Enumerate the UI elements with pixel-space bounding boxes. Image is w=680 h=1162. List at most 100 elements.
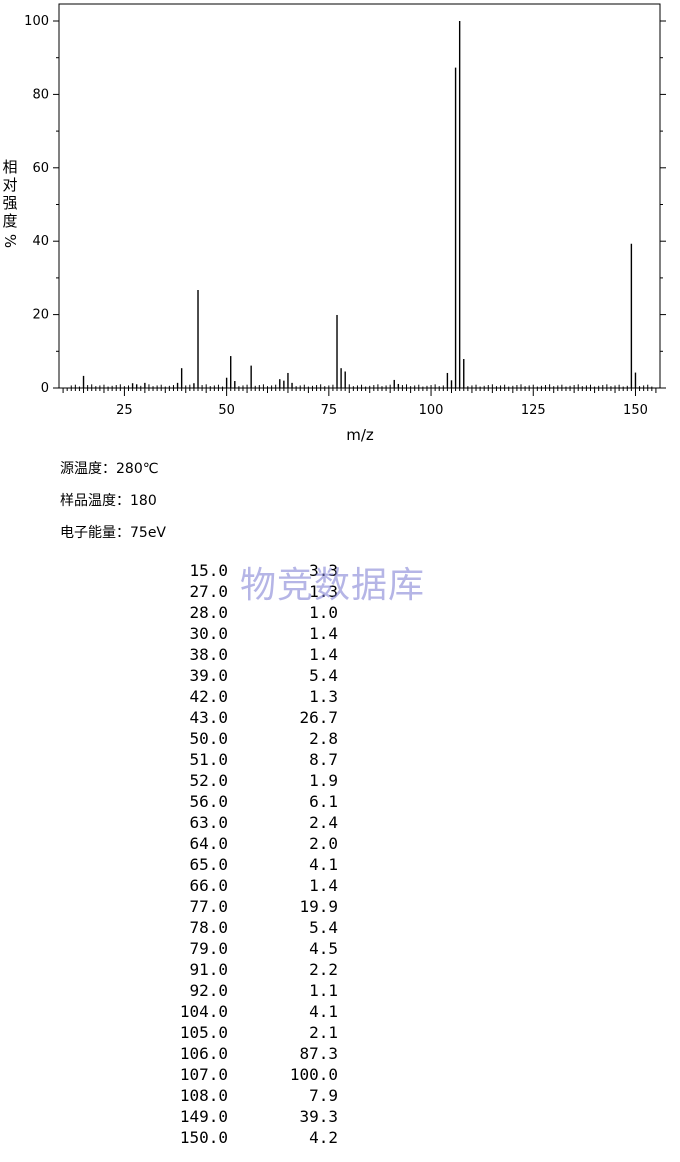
mz-value: 79.0 — [189, 939, 228, 958]
x-axis-label: m/z — [346, 426, 374, 444]
intensity-value: 2.0 — [309, 834, 338, 853]
intensity-value: 1.4 — [309, 645, 338, 664]
mz-value: 107.0 — [179, 1065, 228, 1084]
mass-spectrum-chart: 0 20 40 60 80 100 25 50 75 100 125 150 m/z — [24, 3, 666, 444]
mz-value: 52.0 — [189, 771, 228, 790]
table-row: 108.0 7.9 — [150, 1085, 338, 1106]
y-axis-ticks: 0 20 40 60 80 100 — [24, 14, 666, 396]
intensity-value: 19.9 — [299, 897, 338, 916]
table-row: 66.0 1.4 — [150, 875, 338, 896]
mz-value: 104.0 — [179, 1002, 228, 1021]
table-row: 50.0 2.8 — [150, 728, 338, 749]
table-row: 65.0 4.1 — [150, 854, 338, 875]
table-row: 149.0 39.3 — [150, 1106, 338, 1127]
mz-value: 65.0 — [189, 855, 228, 874]
x-tick-label: 50 — [218, 403, 235, 418]
table-row: 91.0 2.2 — [150, 959, 338, 980]
y-tick-label: 40 — [32, 234, 49, 249]
mz-value: 50.0 — [189, 729, 228, 748]
table-row: 28.0 1.0 — [150, 602, 338, 623]
table-row: 15.0 3.3 — [150, 560, 338, 581]
spectrum-peaks — [82, 21, 637, 388]
intensity-value: 1.3 — [309, 582, 338, 601]
electron-energy: 电子能量：75eV — [60, 525, 167, 541]
mz-value: 15.0 — [189, 561, 228, 580]
intensity-value: 6.1 — [309, 792, 338, 811]
mz-value: 92.0 — [189, 981, 228, 1000]
table-row: 92.0 1.1 — [150, 980, 338, 1001]
intensity-value: 100.0 — [289, 1065, 338, 1084]
table-row: 78.0 5.4 — [150, 917, 338, 938]
y-axis-label-char: 强 — [2, 194, 18, 212]
table-row: 39.0 5.4 — [150, 665, 338, 686]
mz-value: 149.0 — [179, 1107, 228, 1126]
mz-value: 43.0 — [189, 708, 228, 727]
mz-value: 150.0 — [179, 1128, 228, 1147]
intensity-value: 1.4 — [309, 876, 338, 895]
intensity-value: 5.4 — [309, 918, 338, 937]
mz-value: 63.0 — [189, 813, 228, 832]
intensity-value: 26.7 — [299, 708, 338, 727]
y-axis-label-char: 度 — [2, 212, 18, 230]
mz-value: 64.0 — [189, 834, 228, 853]
measurement-conditions: 源温度：280℃ 样品温度：180 电子能量：75eV — [60, 458, 166, 554]
intensity-value: 4.2 — [309, 1128, 338, 1147]
mz-value: 39.0 — [189, 666, 228, 685]
intensity-value: 4.1 — [309, 1002, 338, 1021]
mz-value: 108.0 — [179, 1086, 228, 1105]
intensity-value: 2.2 — [309, 960, 338, 979]
sample-temperature: 样品温度：180 — [60, 493, 157, 509]
table-row: 150.0 4.2 — [150, 1127, 338, 1148]
plot-frame — [58, 3, 661, 389]
table-row: 43.0 26.7 — [150, 707, 338, 728]
mz-value: 66.0 — [189, 876, 228, 895]
mz-value: 51.0 — [189, 750, 228, 769]
y-axis-label-char: 相 — [2, 158, 18, 176]
mz-value: 27.0 — [189, 582, 228, 601]
table-row: 51.0 8.7 — [150, 749, 338, 770]
intensity-value: 2.4 — [309, 813, 338, 832]
source-temperature: 源温度：280℃ — [60, 461, 159, 477]
x-tick-label: 100 — [419, 403, 444, 418]
table-row: 52.0 1.9 — [150, 770, 338, 791]
intensity-value: 1.1 — [309, 981, 338, 1000]
y-tick-label: 20 — [32, 308, 49, 323]
mz-value: 56.0 — [189, 792, 228, 811]
table-row: 77.0 19.9 — [150, 896, 338, 917]
intensity-value: 1.0 — [309, 603, 338, 622]
mz-value: 30.0 — [189, 624, 228, 643]
intensity-value: 2.1 — [309, 1023, 338, 1042]
y-tick-label: 100 — [24, 14, 49, 29]
mz-value: 78.0 — [189, 918, 228, 937]
table-row: 106.0 87.3 — [150, 1043, 338, 1064]
intensity-value: 1.3 — [309, 687, 338, 706]
y-axis-label-unit: % — [1, 233, 19, 249]
intensity-value: 3.3 — [309, 561, 338, 580]
table-row: 30.0 1.4 — [150, 623, 338, 644]
mz-value: 38.0 — [189, 645, 228, 664]
y-axis-label-char: 对 — [2, 176, 18, 194]
y-tick-label: 60 — [32, 161, 49, 176]
table-row: 64.0 2.0 — [150, 833, 338, 854]
intensity-value: 2.8 — [309, 729, 338, 748]
intensity-value: 39.3 — [299, 1107, 338, 1126]
mz-value: 106.0 — [179, 1044, 228, 1063]
table-row: 107.0 100.0 — [150, 1064, 338, 1085]
table-row: 42.0 1.3 — [150, 686, 338, 707]
intensity-value: 4.1 — [309, 855, 338, 874]
intensity-value: 8.7 — [309, 750, 338, 769]
table-row: 104.0 4.1 — [150, 1001, 338, 1022]
y-tick-label: 80 — [32, 87, 49, 102]
x-tick-label: 25 — [116, 403, 133, 418]
intensity-value: 87.3 — [299, 1044, 338, 1063]
mz-value: 105.0 — [179, 1023, 228, 1042]
x-tick-label: 75 — [321, 403, 338, 418]
intensity-value: 4.5 — [309, 939, 338, 958]
peak-table: 15.0 3.3 27.0 1.3 28.0 1.0 30.0 1.4 38.0 1.4 39.0 5… — [150, 560, 338, 1148]
intensity-value: 1.9 — [309, 771, 338, 790]
x-axis-ticks: 25 50 75 100 125 150 — [62, 388, 657, 418]
table-row: 27.0 1.3 — [150, 581, 338, 602]
intensity-value: 1.4 — [309, 624, 338, 643]
mz-value: 28.0 — [189, 603, 228, 622]
y-tick-label: 0 — [41, 381, 49, 396]
